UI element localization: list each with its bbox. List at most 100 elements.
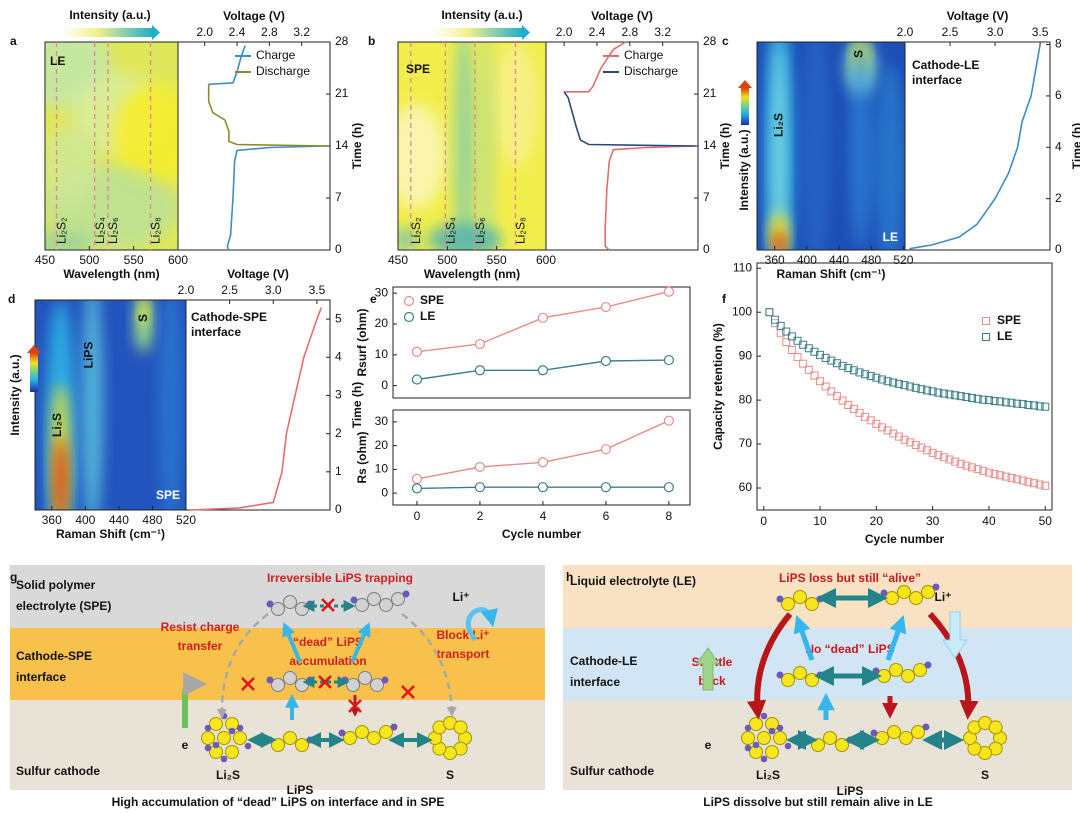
data-point <box>1001 398 1010 407</box>
y-axis-label: Time (h) <box>718 123 732 169</box>
li-atom <box>744 724 752 732</box>
data-point <box>474 365 486 376</box>
carrier-label: Li⁺ <box>453 590 470 604</box>
x-axis-label: Raman Shift (cm⁻¹) <box>56 527 165 541</box>
atom <box>897 585 911 599</box>
y-tick-label: 70 <box>739 436 753 450</box>
x-axis-label: Raman Shift (cm⁻¹) <box>776 267 885 281</box>
data-point <box>411 473 423 484</box>
x-tick-label: 40 <box>982 514 996 528</box>
data-point <box>866 371 875 380</box>
marker-label: Li₂S₆ <box>473 217 487 244</box>
data-point <box>1001 472 1010 481</box>
voltage-curve <box>564 41 696 251</box>
data-point <box>956 392 965 401</box>
block-cross <box>318 675 332 689</box>
marker-label: Li₂S₂ <box>409 217 423 244</box>
y-tick-label: 14 <box>703 138 717 152</box>
colorbar <box>741 88 749 125</box>
legend-label: SPE <box>420 293 444 307</box>
data-point <box>962 461 971 470</box>
heatmap-region <box>398 227 421 250</box>
note: No “dead” LiPS <box>805 642 894 656</box>
heatmap-region <box>494 42 539 167</box>
atom <box>781 673 795 687</box>
legend-label: LE <box>420 309 435 323</box>
y-tick-label: 7 <box>703 190 710 204</box>
data-point <box>917 385 926 394</box>
y-tick-label: 80 <box>739 392 753 406</box>
data-point <box>1035 480 1044 489</box>
heatmap-region <box>773 231 786 250</box>
legend-label: Discharge <box>256 64 310 78</box>
li-atom <box>381 676 389 684</box>
x-tick-label: 3.0 <box>265 283 282 297</box>
data-point <box>923 386 932 395</box>
x-tick-label: 10 <box>813 514 827 528</box>
li-atom <box>338 729 346 737</box>
carrier-label: e <box>705 738 712 752</box>
atom <box>781 597 795 611</box>
atom <box>765 745 779 759</box>
layer-label: interface <box>16 670 66 684</box>
atom <box>370 678 384 692</box>
li-atom <box>228 727 236 735</box>
y-tick-label: 2 <box>1055 191 1062 205</box>
layer-label: Sulfur cathode <box>16 764 100 778</box>
data-point <box>537 365 549 376</box>
data-point <box>872 373 881 382</box>
panel-letter: b <box>368 34 375 48</box>
y-tick-label: 6 <box>1055 88 1062 102</box>
colorbar-label: Intensity (a.u.) <box>8 354 22 435</box>
data-point <box>411 483 423 494</box>
heatmap <box>45 42 178 250</box>
species-label: LiPS <box>287 783 314 797</box>
data-point <box>968 393 977 402</box>
layer-label: electrolyte (SPE) <box>16 599 111 613</box>
y-tick-label: 7 <box>335 190 342 204</box>
data-point <box>663 354 674 366</box>
map-label: SPE <box>156 488 180 502</box>
li-atom <box>784 742 792 750</box>
y-tick-label: 0 <box>335 502 342 516</box>
data-point <box>600 355 612 367</box>
x-tick-label: 2.4 <box>229 25 246 39</box>
data-point <box>474 338 486 350</box>
data-point <box>962 393 971 402</box>
species-label: S <box>981 768 989 782</box>
peak-label: Li₂S <box>50 413 64 437</box>
data-point <box>832 359 841 368</box>
li-atom <box>390 723 398 731</box>
layer-label: Sulfur cathode <box>570 764 654 778</box>
legend-swatch <box>982 317 990 325</box>
panel-letter: d <box>8 292 15 306</box>
data-point <box>849 366 858 375</box>
arrow <box>401 613 457 717</box>
li-atom <box>760 712 768 720</box>
li-atom <box>924 661 932 669</box>
marker-label: Li₂S₂ <box>55 217 69 244</box>
marker-label: Li₂S₈ <box>149 217 163 244</box>
heatmap-region <box>139 300 149 326</box>
li-atom <box>402 590 410 598</box>
panel-letter: a <box>10 34 17 48</box>
x-axis-label: Voltage (V) <box>947 9 1009 23</box>
data-point <box>838 361 847 370</box>
panel-letter: f <box>722 292 727 306</box>
atom <box>921 585 935 599</box>
heatmap-region <box>771 42 787 250</box>
data-point <box>900 435 909 444</box>
plot-frame <box>392 286 691 399</box>
data-point <box>799 359 808 368</box>
marker-label: Li₂S₆ <box>106 217 120 244</box>
data-point <box>855 368 864 377</box>
data-point <box>1018 476 1027 485</box>
heatmap-region <box>54 438 67 510</box>
arrow <box>182 672 208 728</box>
heatmap-region <box>398 104 446 209</box>
y-axis-label: Rs (ohm) <box>355 432 369 484</box>
atom <box>271 678 285 692</box>
atom <box>793 590 807 604</box>
plot-frame <box>392 409 691 506</box>
atom <box>283 595 297 609</box>
